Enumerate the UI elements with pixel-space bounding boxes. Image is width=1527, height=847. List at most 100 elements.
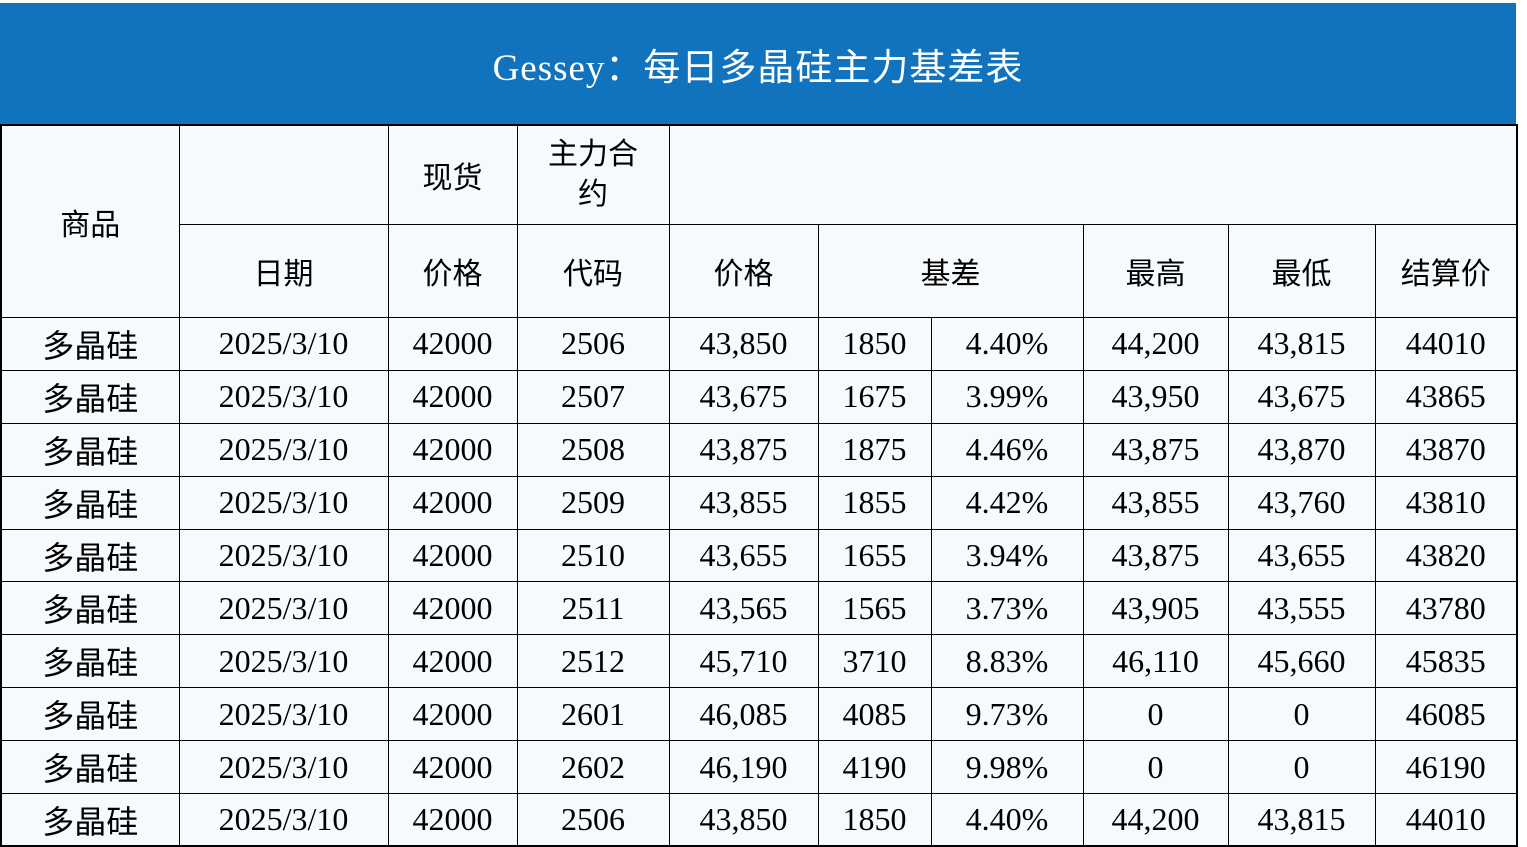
cell-code: 2601 xyxy=(516,687,670,742)
cell-code: 2511 xyxy=(516,581,670,636)
cell-low: 43,675 xyxy=(1227,369,1376,424)
cell-low: 43,815 xyxy=(1227,317,1376,371)
header-high: 最高 xyxy=(1082,224,1229,318)
header-spot-group: 现货 xyxy=(387,124,518,225)
cell-high: 0 xyxy=(1082,687,1229,742)
cell-low: 43,815 xyxy=(1227,793,1376,847)
header-date: 日期 xyxy=(178,224,389,318)
cell-spot-price: 42000 xyxy=(387,687,518,742)
cell-commodity: 多晶硅 xyxy=(0,475,180,530)
header-commodity: 商品 xyxy=(0,124,180,318)
cell-low: 43,655 xyxy=(1227,528,1376,583)
cell-date: 2025/3/10 xyxy=(178,422,389,477)
cell-high: 0 xyxy=(1082,740,1229,795)
cell-spot-price: 42000 xyxy=(387,793,518,847)
cell-basis: 1565 xyxy=(817,581,932,636)
header-merged-blank xyxy=(668,124,1518,225)
basis-table: 商品 现货 主力合约 日期 价格 代码 价格 基差 最高 最低 结算价 多晶硅 2… xyxy=(0,124,1518,847)
cell-basis-pct: 9.98% xyxy=(930,740,1084,795)
cell-basis-pct: 4.42% xyxy=(930,475,1084,530)
cell-basis-pct: 9.73% xyxy=(930,687,1084,742)
cell-settlement: 43820 xyxy=(1374,528,1518,583)
cell-price: 46,190 xyxy=(668,740,819,795)
cell-low: 43,870 xyxy=(1227,422,1376,477)
cell-commodity: 多晶硅 xyxy=(0,687,180,742)
cell-code: 2510 xyxy=(516,528,670,583)
cell-basis: 1850 xyxy=(817,793,932,847)
table-row: 多晶硅 2025/3/10 42000 2510 43,655 1655 3.94% 43,8… xyxy=(0,528,1518,583)
cell-price: 46,085 xyxy=(668,687,819,742)
cell-date: 2025/3/10 xyxy=(178,475,389,530)
cell-basis: 1850 xyxy=(817,317,932,371)
header-main-contract-label: 主力合约 xyxy=(548,137,638,212)
header-spot-price: 价格 xyxy=(387,224,518,318)
cell-spot-price: 42000 xyxy=(387,528,518,583)
cell-date: 2025/3/10 xyxy=(178,369,389,424)
cell-high: 44,200 xyxy=(1082,793,1229,847)
cell-code: 2512 xyxy=(516,634,670,689)
cell-high: 43,905 xyxy=(1082,581,1229,636)
table-row: 多晶硅 2025/3/10 42000 2509 43,855 1855 4.42% 43,8… xyxy=(0,475,1518,530)
table-row: 多晶硅 2025/3/10 42000 2506 43,850 1850 4.40% 44,2… xyxy=(0,793,1518,847)
cell-price: 43,850 xyxy=(668,793,819,847)
cell-high: 46,110 xyxy=(1082,634,1229,689)
cell-spot-price: 42000 xyxy=(387,740,518,795)
cell-basis-pct: 4.40% xyxy=(930,317,1084,371)
cell-high: 43,875 xyxy=(1082,422,1229,477)
cell-code: 2506 xyxy=(516,793,670,847)
cell-basis-pct: 3.99% xyxy=(930,369,1084,424)
cell-settlement: 46085 xyxy=(1374,687,1518,742)
header-basis: 基差 xyxy=(817,224,1084,318)
cell-basis-pct: 3.94% xyxy=(930,528,1084,583)
cell-basis: 1855 xyxy=(817,475,932,530)
cell-settlement: 46190 xyxy=(1374,740,1518,795)
cell-date: 2025/3/10 xyxy=(178,528,389,583)
header-settlement: 结算价 xyxy=(1374,224,1518,318)
cell-settlement: 45835 xyxy=(1374,634,1518,689)
header-code: 代码 xyxy=(516,224,670,318)
cell-price: 43,875 xyxy=(668,422,819,477)
cell-basis-pct: 3.73% xyxy=(930,581,1084,636)
header-row-groups: 商品 现货 主力合约 xyxy=(0,124,1518,318)
cell-commodity: 多晶硅 xyxy=(0,369,180,424)
cell-date: 2025/3/10 xyxy=(178,740,389,795)
page-title: Gessey：每日多晶硅主力基差表 xyxy=(492,47,1024,89)
cell-commodity: 多晶硅 xyxy=(0,581,180,636)
cell-settlement: 43780 xyxy=(1374,581,1518,636)
header-main-contract-group: 主力合约 xyxy=(516,124,670,225)
header-low: 最低 xyxy=(1227,224,1376,318)
cell-spot-price: 42000 xyxy=(387,369,518,424)
cell-high: 43,855 xyxy=(1082,475,1229,530)
cell-low: 0 xyxy=(1227,740,1376,795)
table-row: 多晶硅 2025/3/10 42000 2508 43,875 1875 4.46% 43,8… xyxy=(0,422,1518,477)
title-banner: Gessey：每日多晶硅主力基差表 xyxy=(0,3,1516,124)
cell-basis: 1875 xyxy=(817,422,932,477)
cell-low: 43,555 xyxy=(1227,581,1376,636)
cell-price: 43,565 xyxy=(668,581,819,636)
cell-basis-pct: 8.83% xyxy=(930,634,1084,689)
cell-basis: 1655 xyxy=(817,528,932,583)
cell-commodity: 多晶硅 xyxy=(0,740,180,795)
cell-high: 44,200 xyxy=(1082,317,1229,371)
cell-basis-pct: 4.46% xyxy=(930,422,1084,477)
cell-settlement: 44010 xyxy=(1374,793,1518,847)
cell-high: 43,950 xyxy=(1082,369,1229,424)
table-row: 多晶硅 2025/3/10 42000 2601 46,085 4085 9.73% 0 0 46… xyxy=(0,687,1518,742)
cell-price: 43,850 xyxy=(668,317,819,371)
cell-spot-price: 42000 xyxy=(387,422,518,477)
cell-high: 43,875 xyxy=(1082,528,1229,583)
table-row: 多晶硅 2025/3/10 42000 2507 43,675 1675 3.99% 43,9… xyxy=(0,369,1518,424)
cell-code: 2507 xyxy=(516,369,670,424)
cell-basis: 4085 xyxy=(817,687,932,742)
cell-date: 2025/3/10 xyxy=(178,687,389,742)
cell-spot-price: 42000 xyxy=(387,317,518,371)
cell-basis: 3710 xyxy=(817,634,932,689)
cell-basis-pct: 4.40% xyxy=(930,793,1084,847)
cell-settlement: 44010 xyxy=(1374,317,1518,371)
cell-commodity: 多晶硅 xyxy=(0,793,180,847)
cell-low: 0 xyxy=(1227,687,1376,742)
cell-settlement: 43810 xyxy=(1374,475,1518,530)
table-row: 多晶硅 2025/3/10 42000 2602 46,190 4190 9.98% 0 0 46… xyxy=(0,740,1518,795)
table-row: 多晶硅 2025/3/10 42000 2511 43,565 1565 3.73% 43,9… xyxy=(0,581,1518,636)
